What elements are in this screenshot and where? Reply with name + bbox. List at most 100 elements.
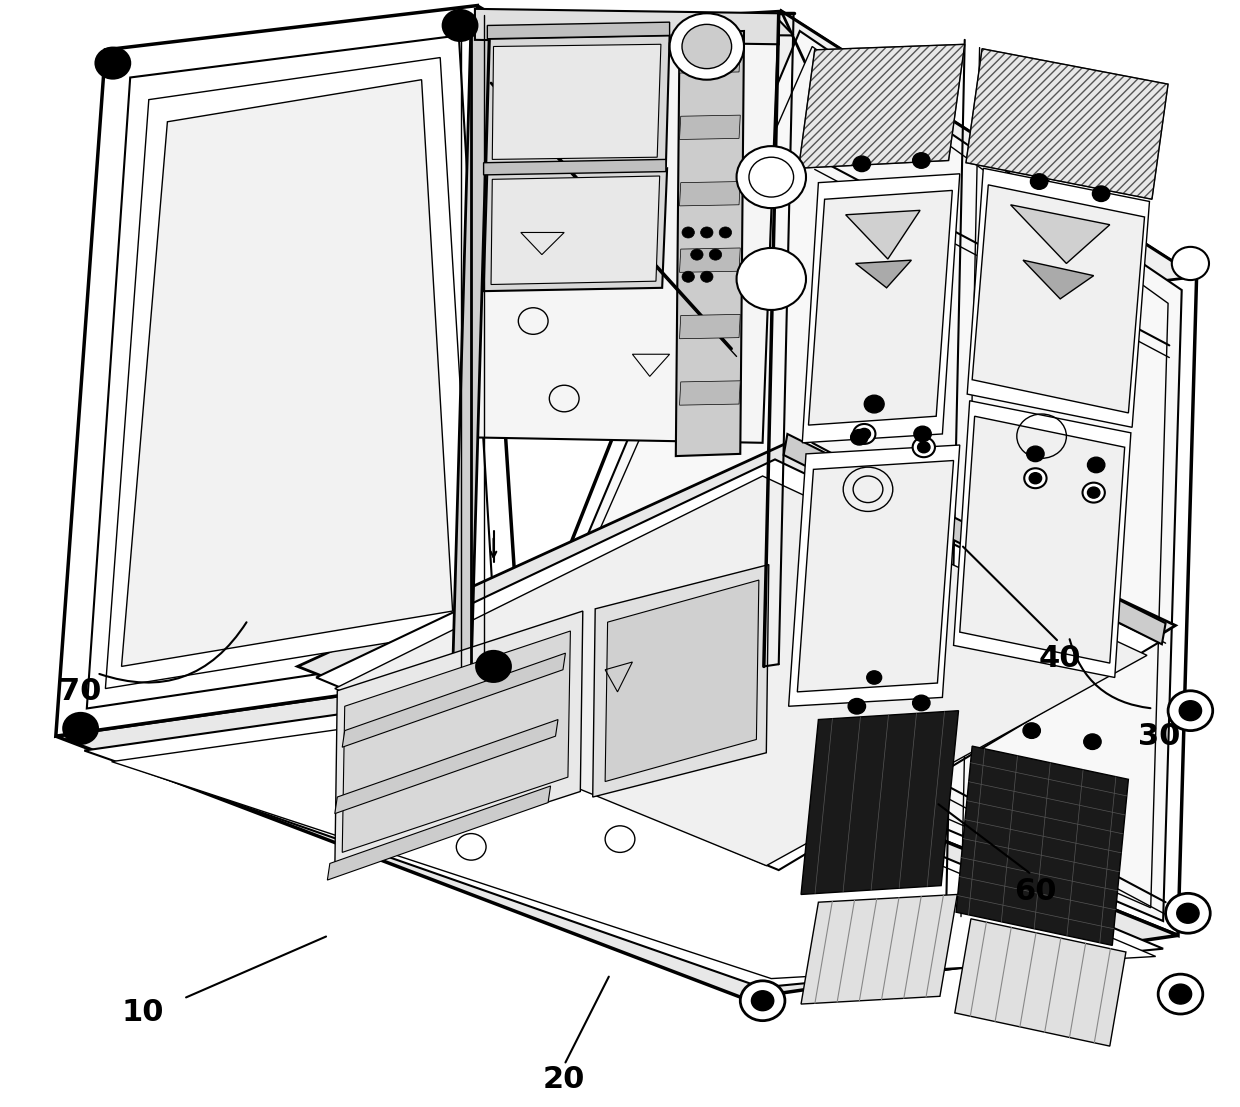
Polygon shape xyxy=(954,401,1131,677)
Circle shape xyxy=(914,426,931,442)
Polygon shape xyxy=(487,22,670,39)
Polygon shape xyxy=(605,580,759,782)
Polygon shape xyxy=(298,443,1176,861)
Polygon shape xyxy=(453,13,490,673)
Polygon shape xyxy=(972,185,1145,413)
Polygon shape xyxy=(784,434,1166,644)
Polygon shape xyxy=(521,11,1197,935)
Polygon shape xyxy=(680,115,740,139)
Circle shape xyxy=(851,430,868,445)
Text: 40: 40 xyxy=(1039,644,1081,673)
Polygon shape xyxy=(491,176,660,284)
Circle shape xyxy=(913,695,930,711)
Circle shape xyxy=(1168,691,1213,731)
Polygon shape xyxy=(484,168,667,291)
Polygon shape xyxy=(680,182,740,206)
Polygon shape xyxy=(481,17,794,35)
Polygon shape xyxy=(122,80,453,666)
FancyArrowPatch shape xyxy=(1070,639,1151,708)
Polygon shape xyxy=(87,35,496,708)
Circle shape xyxy=(1027,446,1044,462)
Polygon shape xyxy=(537,31,1182,921)
Circle shape xyxy=(913,153,930,168)
Polygon shape xyxy=(475,9,779,44)
Circle shape xyxy=(1030,174,1048,189)
Polygon shape xyxy=(465,11,779,443)
Polygon shape xyxy=(789,445,960,706)
Circle shape xyxy=(737,248,806,310)
Polygon shape xyxy=(801,894,957,1004)
Circle shape xyxy=(1084,734,1101,749)
Circle shape xyxy=(853,156,870,172)
Circle shape xyxy=(95,48,130,79)
Circle shape xyxy=(1024,468,1047,488)
Circle shape xyxy=(682,227,694,238)
Text: 60: 60 xyxy=(1014,877,1056,906)
Polygon shape xyxy=(960,416,1125,663)
Circle shape xyxy=(737,146,806,208)
Circle shape xyxy=(1177,903,1199,923)
Polygon shape xyxy=(335,611,583,871)
Text: 70: 70 xyxy=(60,677,102,706)
Polygon shape xyxy=(680,381,740,405)
Polygon shape xyxy=(484,159,666,175)
Polygon shape xyxy=(676,31,744,456)
Polygon shape xyxy=(327,786,551,880)
Circle shape xyxy=(682,24,732,69)
Circle shape xyxy=(1092,186,1110,201)
Circle shape xyxy=(63,713,98,744)
Circle shape xyxy=(1083,483,1105,503)
Polygon shape xyxy=(801,711,959,894)
Polygon shape xyxy=(955,919,1126,1046)
Polygon shape xyxy=(593,565,769,797)
Polygon shape xyxy=(335,720,558,814)
Polygon shape xyxy=(797,461,954,692)
Polygon shape xyxy=(105,58,475,689)
Polygon shape xyxy=(1011,205,1110,263)
Circle shape xyxy=(1172,247,1209,280)
Polygon shape xyxy=(956,746,1128,945)
Polygon shape xyxy=(56,6,521,736)
Polygon shape xyxy=(486,35,670,169)
Circle shape xyxy=(864,395,884,413)
Circle shape xyxy=(740,981,785,1021)
Circle shape xyxy=(443,10,477,41)
Polygon shape xyxy=(316,459,1159,870)
Circle shape xyxy=(1087,457,1105,473)
Polygon shape xyxy=(680,248,740,272)
Circle shape xyxy=(1029,473,1042,484)
Polygon shape xyxy=(335,476,1147,866)
Polygon shape xyxy=(846,210,920,259)
Text: 10: 10 xyxy=(122,999,164,1027)
Circle shape xyxy=(853,424,875,444)
Polygon shape xyxy=(808,190,952,425)
Circle shape xyxy=(918,442,930,453)
Polygon shape xyxy=(56,670,1178,999)
Polygon shape xyxy=(342,653,565,747)
Polygon shape xyxy=(680,314,740,339)
Polygon shape xyxy=(105,11,1197,321)
Polygon shape xyxy=(112,700,1156,979)
Circle shape xyxy=(682,271,694,282)
Text: 20: 20 xyxy=(543,1065,585,1094)
Circle shape xyxy=(1023,723,1040,738)
Polygon shape xyxy=(549,46,1168,908)
Circle shape xyxy=(1169,984,1192,1004)
Polygon shape xyxy=(342,631,570,852)
Polygon shape xyxy=(967,168,1149,427)
Polygon shape xyxy=(1023,260,1094,299)
Circle shape xyxy=(867,671,882,684)
Circle shape xyxy=(858,428,870,439)
Circle shape xyxy=(670,13,744,80)
Polygon shape xyxy=(856,260,911,288)
Circle shape xyxy=(1158,974,1203,1014)
Circle shape xyxy=(709,249,722,260)
Polygon shape xyxy=(966,49,1168,199)
Circle shape xyxy=(719,227,732,238)
Circle shape xyxy=(701,271,713,282)
Polygon shape xyxy=(799,44,965,168)
Circle shape xyxy=(476,651,511,682)
Circle shape xyxy=(751,991,774,1011)
Circle shape xyxy=(913,437,935,457)
Circle shape xyxy=(1179,701,1202,721)
